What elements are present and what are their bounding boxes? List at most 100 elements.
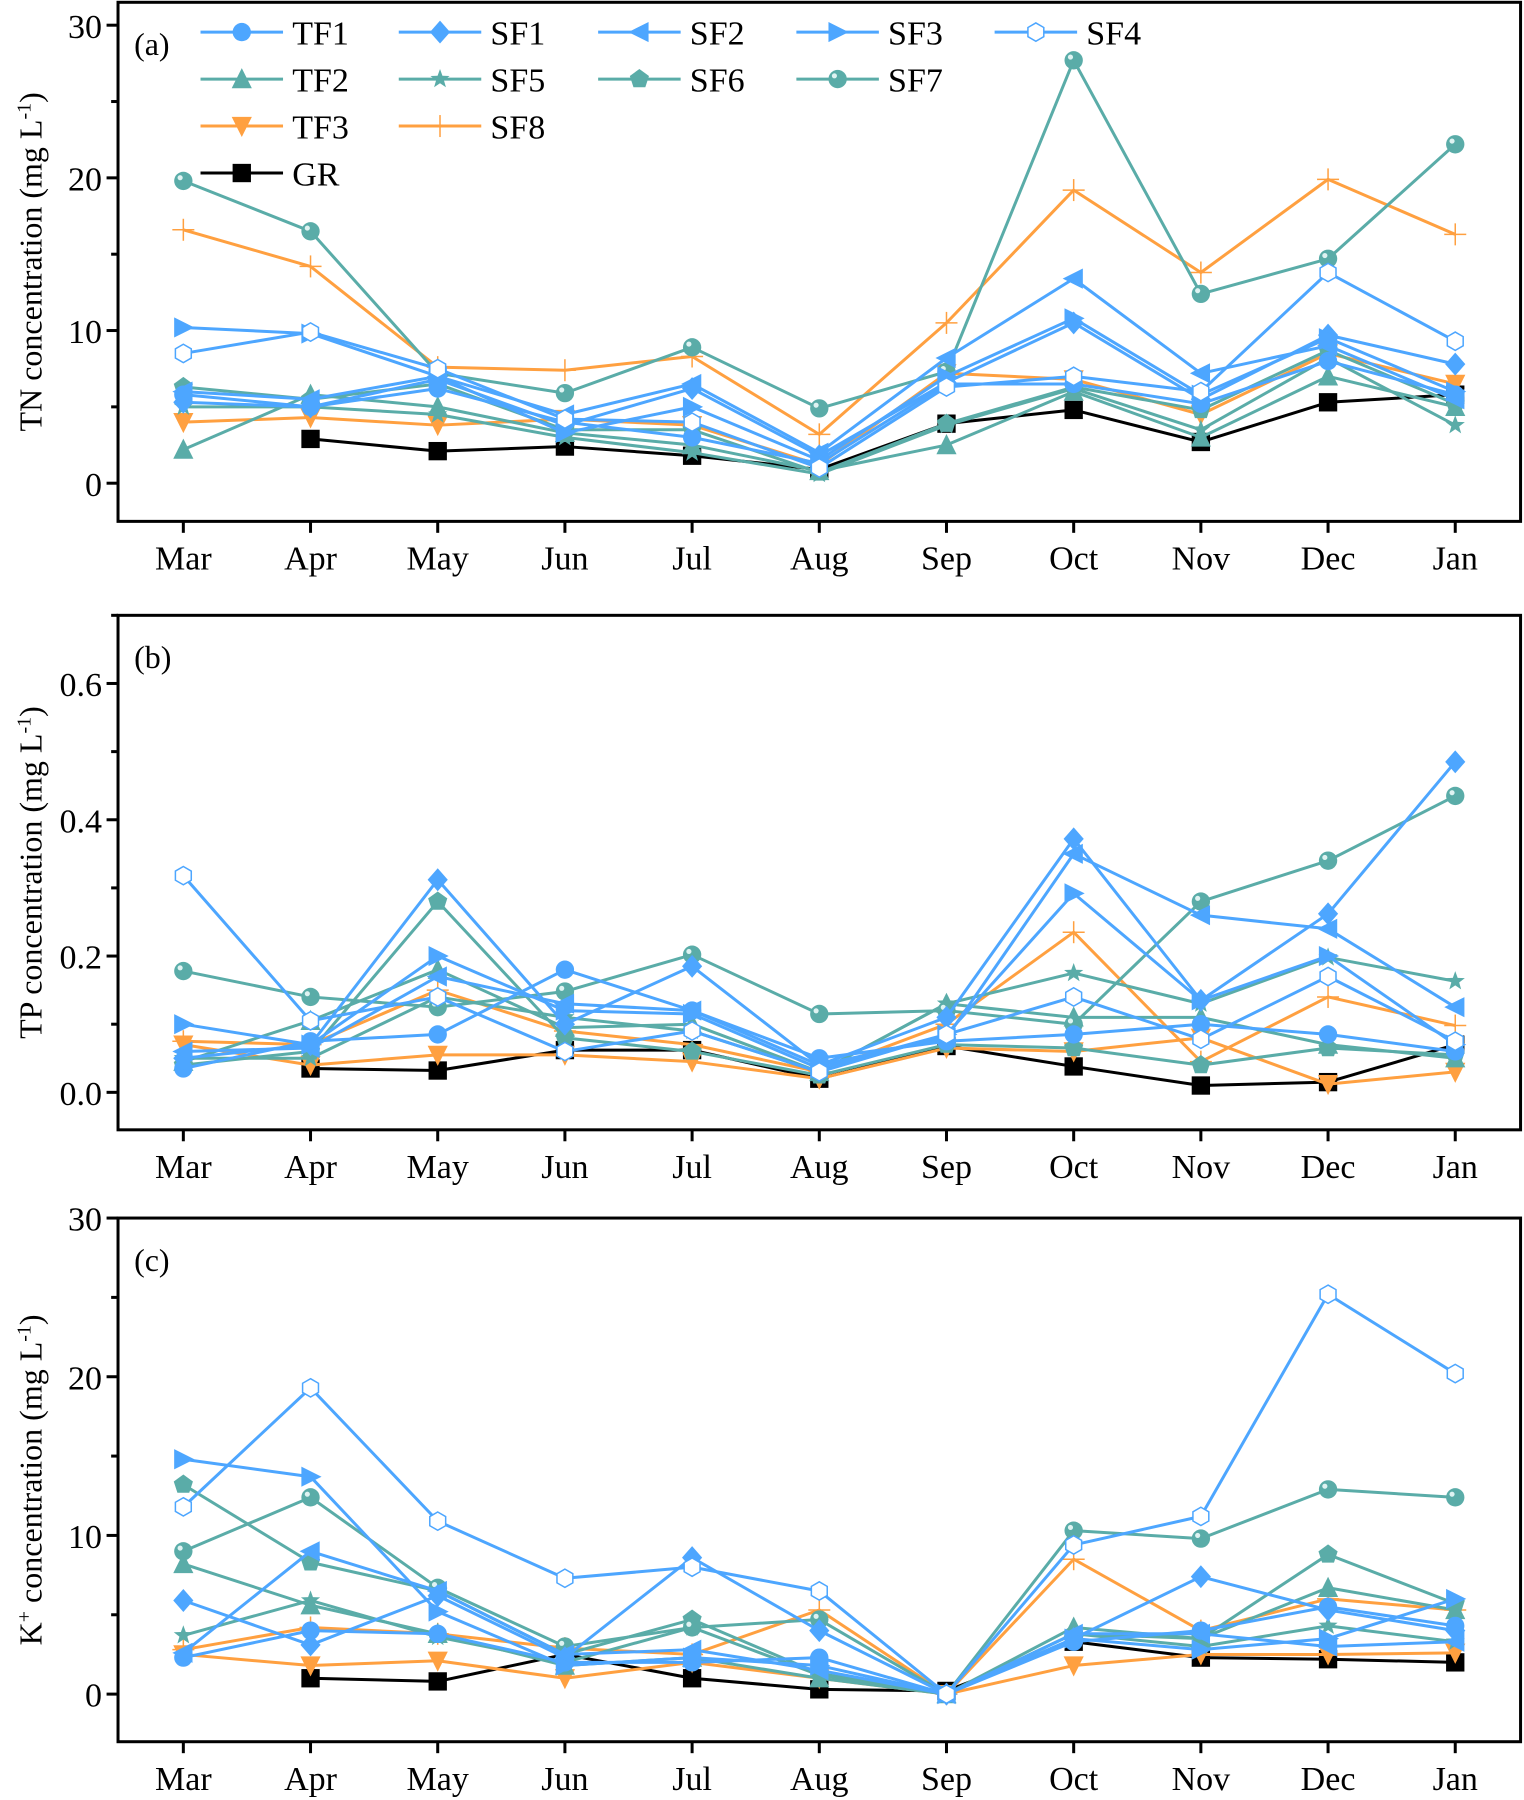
data-point-sf4: [1064, 366, 1083, 387]
data-point-tf1: [682, 428, 702, 447]
x-tick-label: Aug: [790, 1761, 849, 1798]
data-point-sf7-highlight: [559, 985, 565, 991]
x-tick-label: Mar: [155, 1761, 212, 1798]
data-point-sf5: [682, 442, 702, 461]
x-tick-label: Aug: [790, 540, 849, 577]
x-tick-label: Oct: [1049, 540, 1099, 577]
panel-label: (c): [134, 1242, 170, 1278]
data-point-sf3: [682, 1647, 704, 1668]
x-tick-label: Dec: [1301, 1761, 1356, 1798]
series-sf4: [174, 865, 1464, 1082]
legend-item-sf7: SF7: [796, 63, 943, 100]
data-point-sf7: [1064, 51, 1083, 70]
legend-item-tf3: TF3: [200, 110, 349, 147]
panel-c: 0 10 20 30 Mar Apr May Jun Jul Aug Sep Oct Nov Dec Jan…: [12, 1202, 1523, 1798]
data-point-sf5: [1064, 963, 1084, 982]
data-point-sf5: [1445, 971, 1465, 990]
panel-label: (a): [134, 26, 170, 62]
series-sf1: [173, 750, 1466, 1077]
data-point-sf2: [553, 1644, 575, 1665]
data-point-sf1: [1317, 1598, 1339, 1622]
data-point-sf7-highlight: [1067, 54, 1074, 60]
data-point-tf3: [1063, 1656, 1084, 1677]
data-point-sf3: [428, 1601, 449, 1622]
data-point-sf3: [1191, 990, 1212, 1011]
data-point-sf3: [428, 945, 449, 967]
data-point-sf2: [1444, 1631, 1465, 1652]
data-point-sf4: [429, 1511, 447, 1532]
data-point-gr: [1064, 400, 1083, 420]
data-point-sf7-highlight: [177, 175, 183, 181]
data-point-tf3: [300, 1656, 321, 1677]
data-point-sf7-highlight: [1067, 1018, 1074, 1024]
data-point-sf5: [173, 1625, 193, 1644]
data-point-sf7-highlight: [304, 991, 310, 997]
data-point-sf7: [555, 383, 575, 403]
data-point-tf3: [1445, 1062, 1466, 1083]
series-sf3: [174, 1449, 1467, 1705]
data-point-sf7: [1191, 284, 1211, 304]
data-point-sf2: [172, 381, 193, 402]
x-tick-label: Apr: [284, 1149, 338, 1186]
x-tick-label: May: [407, 1761, 469, 1798]
data-point-sf4: [429, 358, 447, 379]
legend-label: TF2: [292, 63, 349, 100]
legend-marker-tf3: [231, 116, 252, 138]
data-point-sf6: [1064, 1037, 1084, 1057]
data-point-sf4: [174, 865, 193, 886]
data-point-gr: [301, 1669, 320, 1688]
x-tick-label: May: [407, 540, 469, 577]
series-sf8: [172, 168, 1467, 446]
data-point-sf4: [937, 1684, 956, 1705]
data-point-sf4: [1319, 966, 1337, 987]
data-point-sf2: [1189, 363, 1211, 384]
data-point-sf1: [682, 954, 703, 978]
x-tick-label: Jun: [541, 1149, 588, 1186]
data-point-sf7-highlight: [1067, 1524, 1074, 1531]
data-point-sf7-highlight: [1322, 253, 1328, 259]
data-point-sf8: [935, 311, 958, 334]
legend-item-sf1: SF1: [398, 16, 545, 53]
data-point-sf2: [299, 389, 320, 410]
data-point-gr: [682, 1669, 702, 1688]
data-point-sf4: [1446, 1031, 1464, 1052]
legend-marker-gr: [232, 163, 251, 183]
x-tick-label: Jan: [1433, 540, 1478, 577]
data-point-sf7: [174, 961, 193, 981]
legend: TF1 SF1 SF2 SF3 SF4 TF2 SF5 SF6 SF7 TF3 SF8 GR: [200, 16, 1141, 194]
legend-label: TF1: [292, 16, 349, 53]
data-point-tf2: [1317, 1576, 1339, 1597]
data-point-sf2: [172, 1642, 193, 1663]
legend-label: SF4: [1086, 16, 1141, 53]
data-point-sf7-highlight: [686, 948, 692, 955]
data-point-sf3: [810, 1655, 831, 1676]
data-point-sf7: [682, 338, 702, 357]
data-point-sf3: [555, 1000, 576, 1021]
data-point-sf6: [1191, 1055, 1211, 1074]
x-tick-label: Dec: [1301, 1149, 1356, 1186]
y-tick-label: 0.0: [59, 1076, 102, 1113]
data-point-sf8: [1189, 261, 1212, 284]
legend-item-tf1: TF1: [200, 16, 349, 53]
legend-item-sf2: SF2: [598, 16, 745, 53]
data-point-sf1: [300, 1633, 321, 1657]
data-point-sf7: [810, 1004, 829, 1024]
data-point-sf8: [808, 423, 831, 446]
data-point-sf5: [300, 1590, 321, 1609]
data-point-sf2: [1444, 997, 1465, 1018]
data-point-sf3: [1318, 1628, 1340, 1649]
data-point-sf4: [1064, 986, 1083, 1007]
data-point-sf5: [1191, 419, 1211, 438]
data-point-sf7: [174, 171, 193, 191]
data-point-sf4: [174, 1496, 193, 1517]
data-point-sf6: [1318, 1037, 1338, 1057]
data-point-sf4: [1192, 1029, 1210, 1050]
series-line-sf7: [183, 794, 1456, 1026]
data-point-sf4: [810, 1061, 828, 1082]
data-point-sf4: [301, 1377, 320, 1398]
data-point-sf7-highlight: [1449, 138, 1455, 144]
data-point-sf7-highlight: [177, 965, 183, 971]
data-point-sf6: [936, 413, 957, 432]
data-point-sf1: [1445, 352, 1466, 376]
